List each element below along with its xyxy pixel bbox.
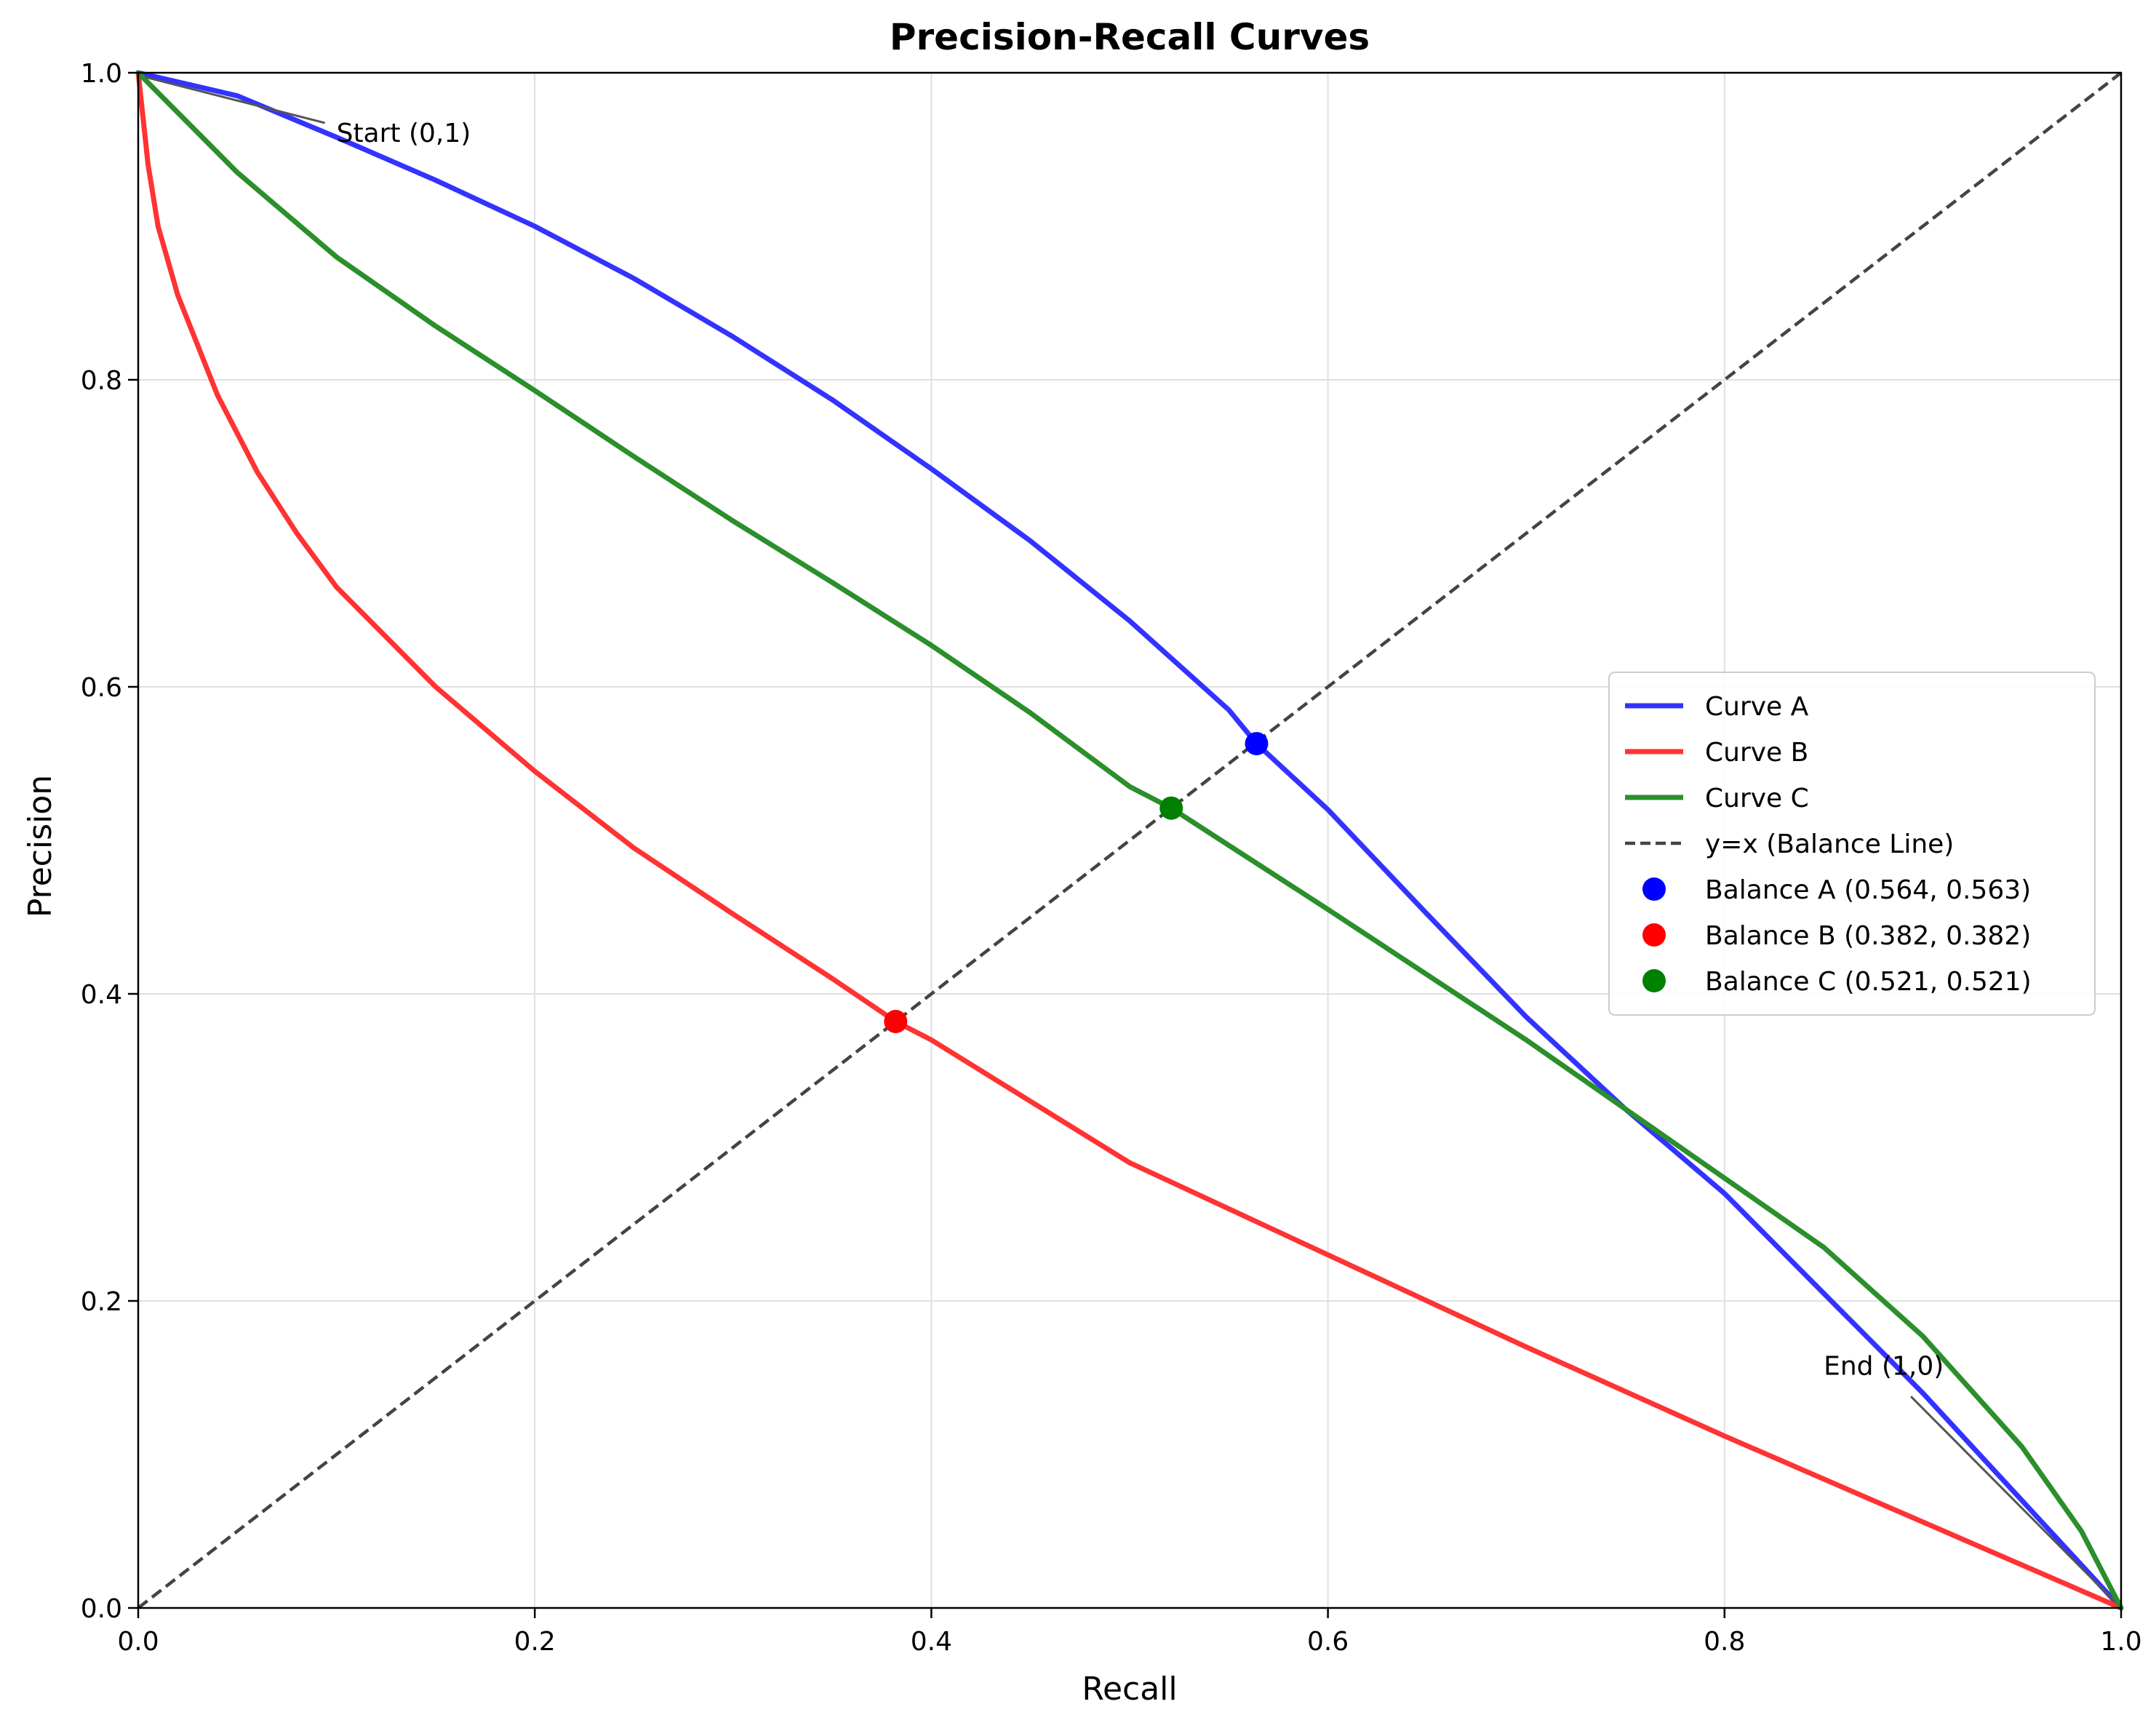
- balance-point-a: [1245, 732, 1269, 756]
- legend: Curve A Curve B Curve C y=x (Balance Line) B…: [1608, 672, 2096, 1016]
- chart-title: Precision-Recall Curves: [890, 16, 1370, 58]
- annotation-label: Start (0,1): [337, 119, 471, 148]
- series-line-a: [135, 70, 2124, 1611]
- legend-entry: y=x (Balance Line): [1625, 829, 1954, 859]
- balance-point-c: [1159, 796, 1183, 820]
- y-tick-label: 0.8: [81, 366, 122, 396]
- plot-frame: [137, 71, 2123, 1609]
- legend-swatch-dot: [1642, 923, 1666, 947]
- annotations-layer: Start (0,1) End (1,0): [145, 76, 2117, 1604]
- legend-label: Balance C (0.521, 0.521): [1705, 967, 2032, 997]
- legend-entry: Balance A (0.564, 0.563): [1642, 875, 2031, 905]
- legend-box: [1608, 672, 2096, 1016]
- y-axis-label: Precision: [22, 775, 59, 917]
- x-tick-label: 0.4: [911, 1627, 952, 1657]
- x-axis-label: Recall: [1082, 1671, 1177, 1708]
- axis-ticks: 0.0 0.2 0.4 0.6 0.8 1.0 0.0 0.2 0.4 0.6 0.8 1.0: [81, 59, 2142, 1657]
- legend-entry: Balance B (0.382, 0.382): [1642, 921, 2031, 951]
- legend-label: Curve C: [1705, 784, 1809, 813]
- x-tick-label: 0.0: [117, 1627, 159, 1657]
- series-layer: [135, 70, 2124, 1611]
- y-tick-label: 0.0: [81, 1594, 122, 1624]
- x-tick-label: 1.0: [2100, 1627, 2141, 1657]
- y-tick-label: 0.2: [81, 1287, 122, 1317]
- legend-label: Balance B (0.382, 0.382): [1705, 921, 2031, 951]
- legend-entry: Curve B: [1625, 738, 1808, 768]
- y-tick-label: 0.6: [81, 673, 122, 703]
- x-tick-label: 0.8: [1704, 1627, 1745, 1657]
- y-tick-label: 0.4: [81, 980, 122, 1010]
- legend-entry: Curve A: [1625, 692, 1809, 722]
- y-tick-label: 1.0: [81, 59, 122, 89]
- balance-point-b: [884, 1009, 908, 1033]
- series-line-c: [135, 70, 2124, 1611]
- annotation-arrow: [145, 76, 325, 124]
- legend-swatch-dot: [1642, 877, 1666, 901]
- x-tick-label: 0.6: [1307, 1627, 1349, 1657]
- legend-entry: Curve C: [1625, 784, 1809, 813]
- x-tick-label: 0.2: [514, 1627, 556, 1657]
- legend-entry: Balance C (0.521, 0.521): [1642, 967, 2032, 997]
- legend-label: Curve A: [1705, 692, 1809, 722]
- annotation-arrow: [1910, 1395, 2117, 1604]
- legend-swatch-dot: [1642, 969, 1666, 992]
- legend-label: Curve B: [1705, 738, 1808, 768]
- annotation-label: End (1,0): [1824, 1351, 1944, 1381]
- legend-label: Balance A (0.564, 0.563): [1705, 875, 2031, 905]
- balance-points-layer: [884, 732, 1269, 1033]
- series-line-b: [135, 70, 2124, 1611]
- legend-label: y=x (Balance Line): [1705, 829, 1954, 859]
